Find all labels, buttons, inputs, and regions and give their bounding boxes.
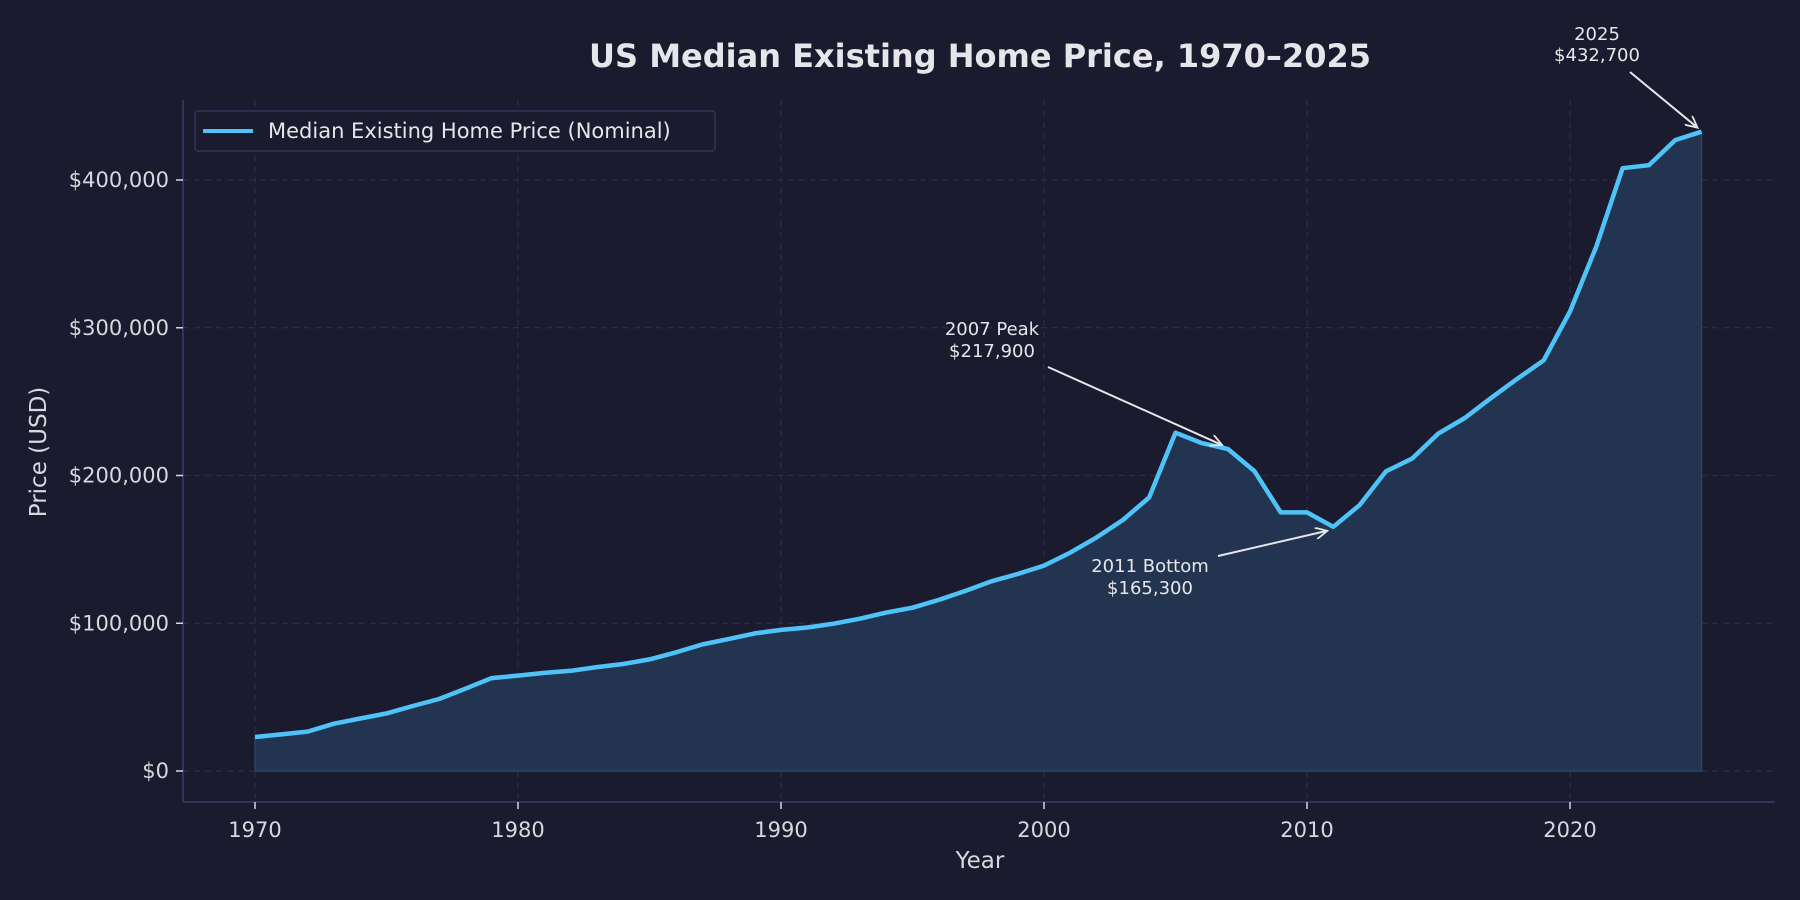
legend: Median Existing Home Price (Nominal) xyxy=(194,110,716,152)
chart-title: US Median Existing Home Price, 1970–2025 xyxy=(589,37,1371,75)
legend-entry-label: Median Existing Home Price (Nominal) xyxy=(268,119,671,143)
x-tick-label: 1970 xyxy=(228,818,281,842)
y-tick-label: $300,000 xyxy=(69,316,169,340)
annotation-label: 2007 Peak xyxy=(945,319,1040,340)
annotation-value: $165,300 xyxy=(1107,578,1193,599)
x-tick-label: 2020 xyxy=(1543,818,1596,842)
y-tick-label: $200,000 xyxy=(69,464,169,488)
series-line xyxy=(254,129,1703,740)
x-tick-label: 1990 xyxy=(754,818,807,842)
y-tick-label: $400,000 xyxy=(69,168,169,192)
x-tick-label: 2010 xyxy=(1280,818,1333,842)
x-tick-label: 1980 xyxy=(491,818,544,842)
area-layer xyxy=(254,129,1703,772)
annotation-label: 2025 xyxy=(1574,24,1620,45)
annotation-value: $217,900 xyxy=(949,341,1035,362)
annotation-label: 2011 Bottom xyxy=(1091,556,1209,577)
annotation-arrow xyxy=(1217,531,1327,557)
annotation-arrow xyxy=(1629,71,1698,128)
x-axis-ticks: 1970 1980 1990 2000 2010 2020 xyxy=(228,802,1597,842)
annotation-arrow xyxy=(1047,366,1222,445)
y-axis-label: Price (USD) xyxy=(26,387,52,518)
y-axis-ticks: $0 $100,000 $200,000 $300,000 $400,000 xyxy=(69,168,183,783)
x-tick-label: 2000 xyxy=(1017,818,1070,842)
legend-box xyxy=(194,110,716,152)
annotation-value: $432,700 xyxy=(1554,45,1640,66)
y-tick-label: $100,000 xyxy=(69,611,169,635)
annotations: 2007 Peak$217,900 2011 Bottom$165,300 2025… xyxy=(945,24,1698,599)
axes xyxy=(182,100,1775,803)
y-tick-label: $0 xyxy=(142,759,169,783)
x-axis-label: Year xyxy=(955,848,1005,874)
